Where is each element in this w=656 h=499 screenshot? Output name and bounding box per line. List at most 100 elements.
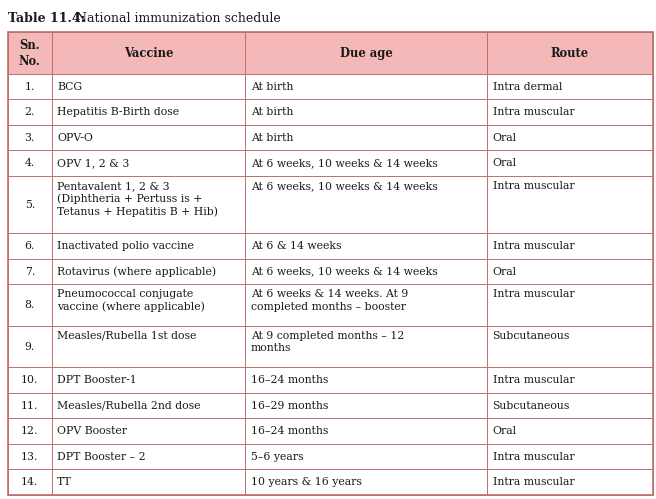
- Text: 3.: 3.: [25, 133, 35, 143]
- Bar: [52, 393, 245, 418]
- Text: 10.: 10.: [21, 375, 39, 385]
- Bar: [245, 32, 487, 74]
- Bar: [245, 176, 487, 234]
- Bar: [487, 32, 653, 74]
- Bar: [245, 259, 487, 284]
- Text: Subcutaneous: Subcutaneous: [493, 331, 570, 341]
- Bar: [487, 418, 653, 444]
- Text: At 9 completed months – 12
months: At 9 completed months – 12 months: [251, 331, 404, 353]
- Text: Pneumococcal conjugate
vaccine (where applicable): Pneumococcal conjugate vaccine (where ap…: [57, 289, 205, 312]
- Bar: [487, 470, 653, 495]
- Text: BCG: BCG: [57, 82, 83, 92]
- Bar: [245, 367, 487, 393]
- Text: Oral: Oral: [493, 133, 517, 143]
- Bar: [8, 418, 52, 444]
- Text: 14.: 14.: [21, 477, 39, 487]
- Text: 16–24 months: 16–24 months: [251, 375, 328, 385]
- Bar: [487, 151, 653, 176]
- Bar: [8, 234, 52, 259]
- Text: Table 11.4:: Table 11.4:: [8, 12, 85, 25]
- Bar: [245, 125, 487, 151]
- Text: At 6 & 14 weeks: At 6 & 14 weeks: [251, 241, 341, 251]
- Bar: [52, 32, 245, 74]
- Bar: [487, 259, 653, 284]
- Bar: [487, 326, 653, 367]
- Text: 5–6 years: 5–6 years: [251, 452, 303, 462]
- Text: 10 years & 16 years: 10 years & 16 years: [251, 477, 361, 487]
- Text: 6.: 6.: [25, 241, 35, 251]
- Bar: [8, 151, 52, 176]
- Bar: [52, 176, 245, 234]
- Text: National immunization schedule: National immunization schedule: [68, 12, 281, 25]
- Bar: [245, 74, 487, 99]
- Bar: [245, 444, 487, 470]
- Text: At 6 weeks & 14 weeks. At 9
completed months – booster: At 6 weeks & 14 weeks. At 9 completed mo…: [251, 289, 408, 312]
- Text: 9.: 9.: [25, 342, 35, 352]
- Bar: [8, 393, 52, 418]
- Bar: [487, 284, 653, 326]
- Text: Measles/Rubella 1st dose: Measles/Rubella 1st dose: [57, 331, 197, 341]
- Bar: [8, 74, 52, 99]
- Bar: [245, 99, 487, 125]
- Text: TT: TT: [57, 477, 72, 487]
- Text: Intra muscular: Intra muscular: [493, 181, 574, 191]
- Text: Route: Route: [551, 46, 589, 60]
- Text: 8.: 8.: [25, 300, 35, 310]
- Text: Hepatitis B-Birth dose: Hepatitis B-Birth dose: [57, 107, 179, 117]
- Text: Intra muscular: Intra muscular: [493, 375, 574, 385]
- Bar: [52, 259, 245, 284]
- Bar: [52, 284, 245, 326]
- Text: OPV 1, 2 & 3: OPV 1, 2 & 3: [57, 158, 130, 168]
- Text: Oral: Oral: [493, 266, 517, 276]
- Text: At birth: At birth: [251, 107, 293, 117]
- Bar: [52, 99, 245, 125]
- Bar: [487, 74, 653, 99]
- Bar: [245, 151, 487, 176]
- Bar: [245, 418, 487, 444]
- Text: Vaccine: Vaccine: [124, 46, 173, 60]
- Text: OPV Booster: OPV Booster: [57, 426, 127, 436]
- Text: Pentavalent 1, 2 & 3
(Diphtheria + Pertuss is +
Tetanus + Hepatitis B + Hib): Pentavalent 1, 2 & 3 (Diphtheria + Pertu…: [57, 181, 218, 217]
- Text: Intra dermal: Intra dermal: [493, 82, 562, 92]
- Text: Inactivated polio vaccine: Inactivated polio vaccine: [57, 241, 194, 251]
- Text: 1.: 1.: [25, 82, 35, 92]
- Text: 16–29 months: 16–29 months: [251, 401, 328, 411]
- Bar: [52, 367, 245, 393]
- Bar: [487, 393, 653, 418]
- Text: Sn.
No.: Sn. No.: [19, 38, 41, 68]
- Bar: [8, 470, 52, 495]
- Text: 12.: 12.: [21, 426, 39, 436]
- Bar: [52, 470, 245, 495]
- Bar: [245, 284, 487, 326]
- Bar: [487, 125, 653, 151]
- Bar: [487, 367, 653, 393]
- Bar: [52, 418, 245, 444]
- Bar: [8, 176, 52, 234]
- Bar: [487, 444, 653, 470]
- Text: Intra muscular: Intra muscular: [493, 107, 574, 117]
- Bar: [52, 234, 245, 259]
- Text: Oral: Oral: [493, 158, 517, 168]
- Bar: [52, 444, 245, 470]
- Bar: [52, 326, 245, 367]
- Text: 13.: 13.: [21, 452, 39, 462]
- Bar: [8, 367, 52, 393]
- Text: Measles/Rubella 2nd dose: Measles/Rubella 2nd dose: [57, 401, 201, 411]
- Bar: [245, 234, 487, 259]
- Text: 5.: 5.: [25, 200, 35, 210]
- Bar: [487, 176, 653, 234]
- Bar: [487, 234, 653, 259]
- Bar: [8, 326, 52, 367]
- Bar: [8, 444, 52, 470]
- Bar: [245, 326, 487, 367]
- Text: DPT Booster – 2: DPT Booster – 2: [57, 452, 146, 462]
- Bar: [8, 284, 52, 326]
- Bar: [52, 125, 245, 151]
- Text: At 6 weeks, 10 weeks & 14 weeks: At 6 weeks, 10 weeks & 14 weeks: [251, 266, 438, 276]
- Text: Due age: Due age: [340, 46, 392, 60]
- Bar: [245, 470, 487, 495]
- Bar: [245, 393, 487, 418]
- Text: Intra muscular: Intra muscular: [493, 289, 574, 299]
- Text: Oral: Oral: [493, 426, 517, 436]
- Bar: [487, 99, 653, 125]
